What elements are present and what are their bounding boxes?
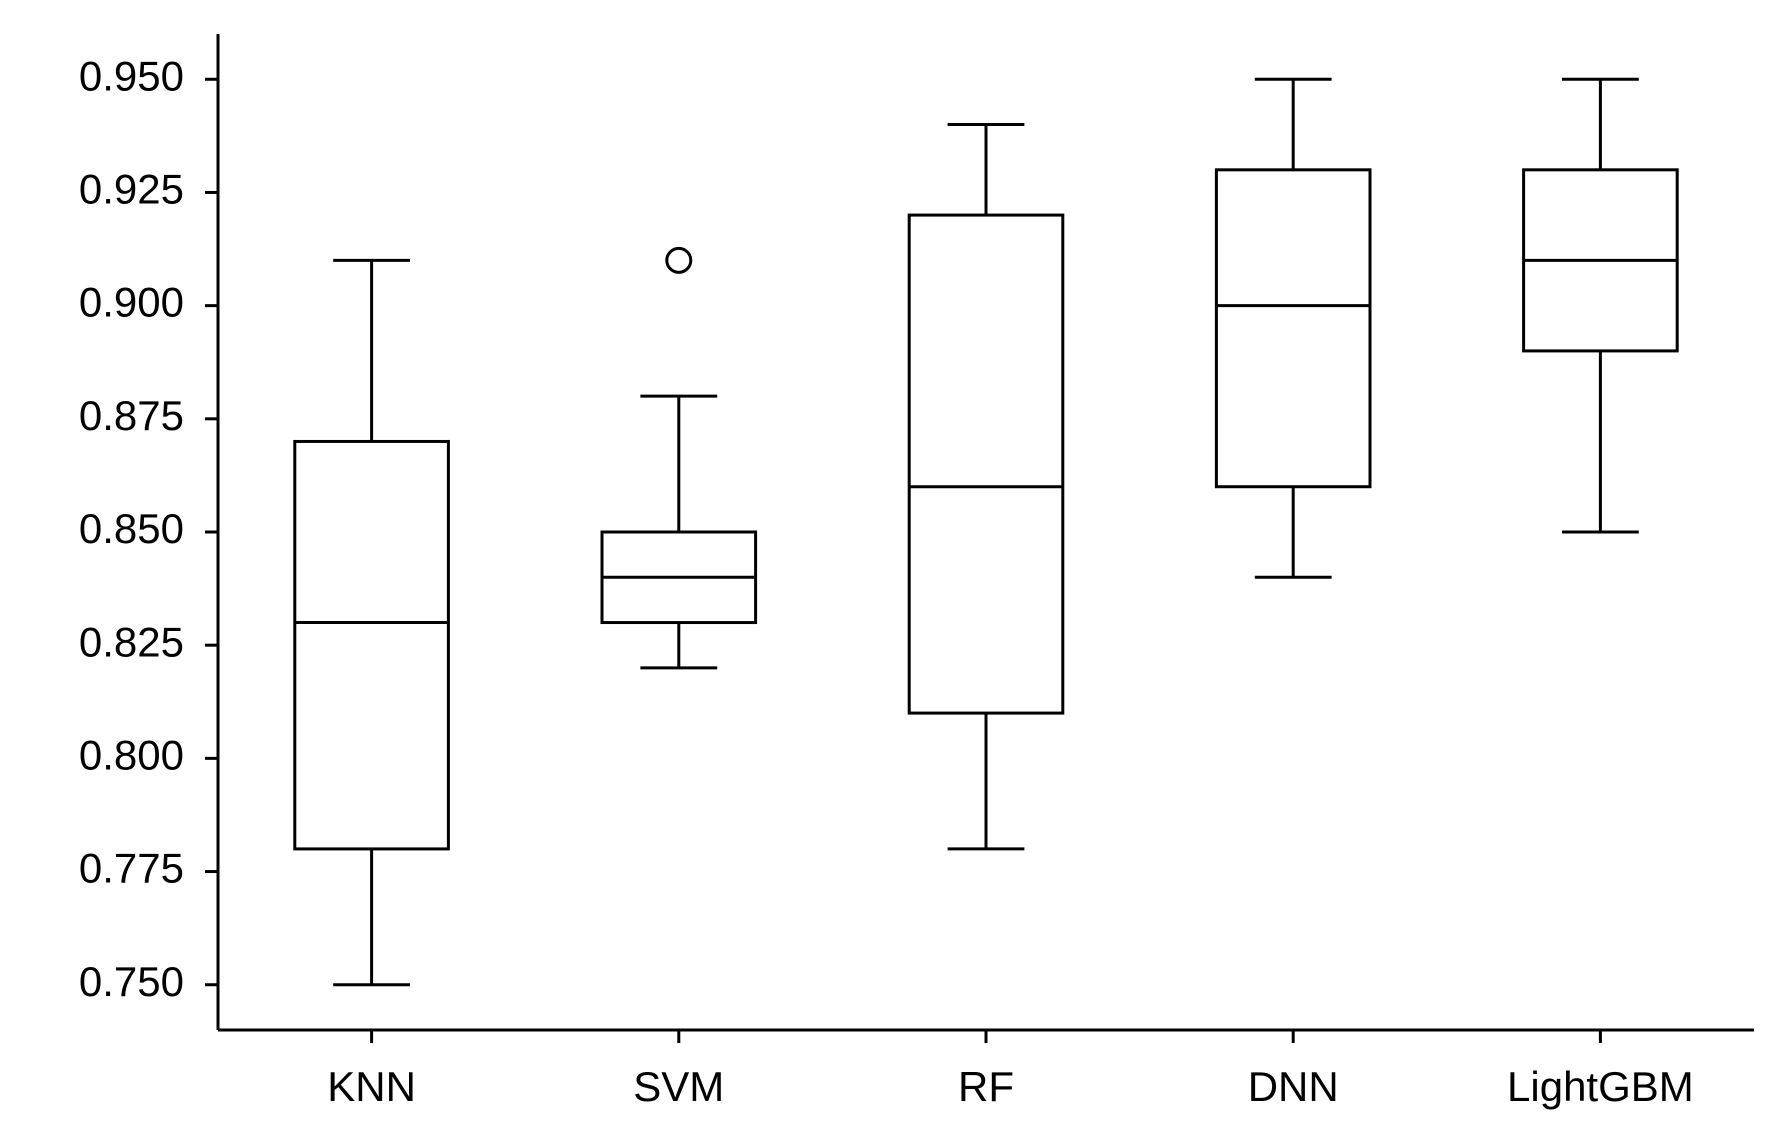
y-tick-label: 0.950 (79, 52, 184, 99)
x-tick-label: SVM (633, 1063, 724, 1110)
y-tick-label: 0.775 (79, 845, 184, 892)
y-tick-label: 0.900 (79, 279, 184, 326)
box (1214, 168, 1372, 489)
y-tick-label: 0.825 (79, 618, 184, 665)
y-tick-label: 0.875 (79, 392, 184, 439)
x-tick-label: LightGBM (1507, 1063, 1694, 1110)
y-tick-label: 0.925 (79, 166, 184, 213)
outlier (665, 246, 693, 274)
x-tick-label: KNN (327, 1063, 416, 1110)
box (293, 439, 450, 851)
y-tick-label: 0.750 (79, 958, 184, 1005)
y-tick-label: 0.800 (79, 731, 184, 778)
box (907, 213, 1065, 715)
x-tick-label: RF (958, 1063, 1014, 1110)
x-tick-label: DNN (1248, 1063, 1339, 1110)
y-tick-label: 0.850 (79, 505, 184, 552)
